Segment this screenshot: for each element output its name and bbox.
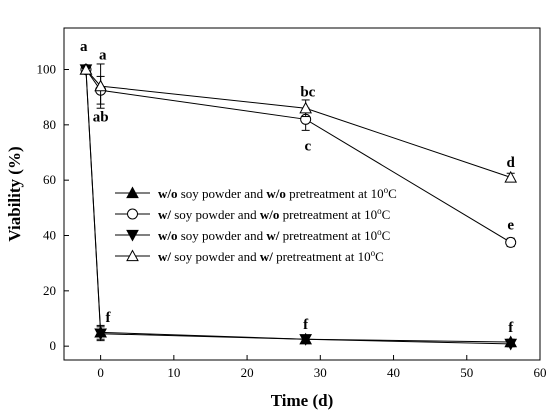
data-point <box>299 334 313 346</box>
axis-ticks: 0 10 20 30 40 50 60 0 20 40 60 80 100 <box>37 62 547 381</box>
significance-letter: a <box>80 39 88 55</box>
series-line <box>85 69 511 243</box>
series-1 <box>79 62 518 348</box>
legend-label-part: soy powder and <box>178 186 267 201</box>
legend-item-1: w/o soy powder and w/o pretreatment at 1… <box>115 185 397 201</box>
legend-label-part: pretreatment at 10 <box>273 249 371 264</box>
legend-marker <box>127 208 138 220</box>
legend-label-part: w/o <box>158 186 178 201</box>
series-layer <box>79 62 518 351</box>
significance-letter: a <box>99 47 107 63</box>
data-point <box>504 170 518 183</box>
legend-label-part: w/o <box>266 186 286 201</box>
legend-item-3: w/o soy powder and w/ pretreatment at 10… <box>115 227 390 243</box>
significance-letter: c <box>305 139 312 155</box>
legend-label-part: w/ <box>158 207 171 222</box>
legend-label: w/o soy powder and w/ pretreatment at 10… <box>158 227 390 243</box>
data-point <box>504 338 518 351</box>
series-line <box>85 69 511 178</box>
legend-label-part: w/ <box>260 249 273 264</box>
legend-label-part: o <box>377 206 382 216</box>
x-tick-label: 50 <box>460 365 473 380</box>
significance-letter: f <box>508 320 514 336</box>
legend-marker <box>126 229 139 242</box>
x-tick-label: 0 <box>97 365 104 380</box>
legend-label-part: o <box>384 185 389 195</box>
series-line <box>85 69 511 345</box>
legend-label-part: w/o <box>158 228 178 243</box>
legend-label: w/o soy powder and w/o pretreatment at 1… <box>158 185 397 201</box>
data-point <box>94 79 107 92</box>
legend-label-part: soy powder and <box>171 249 260 264</box>
legend-marker <box>126 249 139 262</box>
legend-label: w/ soy powder and w/ pretreatment at 10o… <box>158 248 384 264</box>
legend-label-part: C <box>388 186 397 201</box>
legend-marker <box>126 186 139 199</box>
x-tick-label: 20 <box>241 365 254 380</box>
y-tick-label: 80 <box>43 117 56 132</box>
data-point <box>79 62 93 75</box>
significance-letter: f <box>105 310 111 326</box>
plot-frame <box>63 27 541 361</box>
y-tick-label: 60 <box>43 172 56 187</box>
y-tick-label: 40 <box>43 228 56 243</box>
data-point <box>94 328 107 341</box>
significance-letter: bc <box>300 85 315 101</box>
legend-label: w/ soy powder and w/o pretreatment at 10… <box>158 206 390 222</box>
legend-label-part: w/o <box>260 207 280 222</box>
data-point <box>299 101 313 114</box>
x-tick-label: 40 <box>387 365 400 380</box>
significance-letters: aa ab bc c d e f f f <box>80 39 516 336</box>
significance-letter: f <box>303 317 309 333</box>
y-tick-label: 100 <box>37 62 57 77</box>
legend-label-part: w/ <box>158 249 171 264</box>
series-line <box>85 69 511 343</box>
x-axis-title: Time (d) <box>271 391 334 410</box>
x-tick-label: 10 <box>167 365 180 380</box>
legend-label-part: C <box>382 207 391 222</box>
y-axis-title: Viability (%) <box>5 146 24 241</box>
legend-label-part: pretreatment at 10 <box>279 207 377 222</box>
legend-label-part: soy powder and <box>171 207 260 222</box>
legend-label-part: o <box>371 248 376 258</box>
legend-label-part: w/ <box>266 228 279 243</box>
legend-item-4: w/ soy powder and w/ pretreatment at 10o… <box>115 248 384 264</box>
y-tick-label: 0 <box>50 338 57 353</box>
legend-label-part: soy powder and <box>178 228 267 243</box>
data-point <box>505 236 517 248</box>
legend-label-part: C <box>375 249 384 264</box>
series-4 <box>79 62 518 183</box>
significance-letter: ab <box>93 110 109 126</box>
x-tick-label: 60 <box>534 365 547 380</box>
y-tick-label: 20 <box>43 283 56 298</box>
x-tick-label: 30 <box>314 365 327 380</box>
significance-letter: e <box>507 217 514 233</box>
significance-letter: d <box>507 155 516 171</box>
legend: w/o soy powder and w/o pretreatment at 1… <box>115 185 397 264</box>
legend-label-part: C <box>382 228 391 243</box>
legend-label-part: pretreatment at 10 <box>279 228 377 243</box>
legend-label-part: o <box>377 227 382 237</box>
legend-item-2: w/ soy powder and w/o pretreatment at 10… <box>115 206 390 222</box>
legend-label-part: pretreatment at 10 <box>286 186 384 201</box>
